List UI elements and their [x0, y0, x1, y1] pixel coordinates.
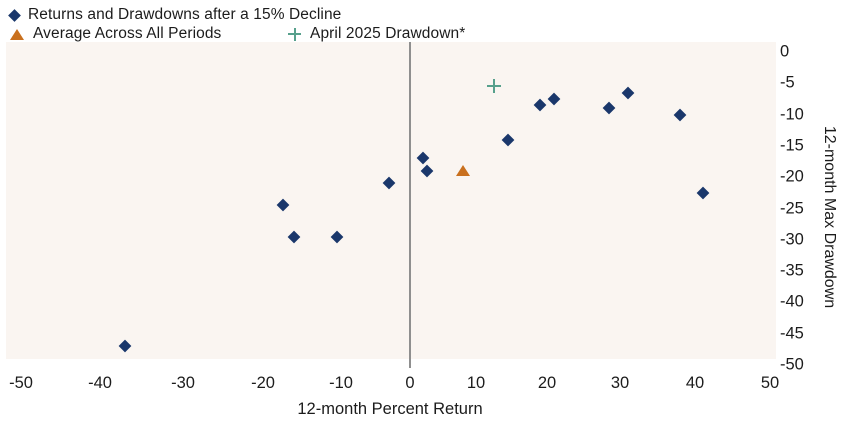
- legend-item-average: Average Across All Periods: [10, 25, 221, 43]
- x-tick-label: 0: [405, 374, 415, 392]
- x-tick-label: 30: [610, 374, 630, 392]
- x-axis-title: 12-month Percent Return: [297, 400, 483, 418]
- y-tick-label: 0: [780, 42, 790, 61]
- plus-marker-icon: [288, 27, 301, 41]
- x-tick-label: -10: [329, 374, 353, 392]
- x-tick-label: 40: [685, 374, 705, 392]
- data-point-plus: [486, 79, 501, 94]
- y-tick-label: -25: [780, 199, 804, 217]
- diamond-marker-icon: [8, 8, 21, 22]
- y-tick-label: -50: [780, 355, 804, 374]
- y-tick-label: -40: [780, 292, 804, 311]
- legend-label-returns-drawdowns: Returns and Drawdowns after a 15% Declin…: [28, 6, 342, 23]
- legend-label-april-2025: April 2025 Drawdown*: [310, 25, 466, 42]
- y-tick-label: -30: [780, 230, 804, 249]
- y-tick-label: -10: [780, 105, 804, 124]
- legend-label-average: Average Across All Periods: [33, 25, 222, 42]
- x-tick-label: 10: [466, 374, 486, 392]
- x-tick-label: -30: [171, 374, 195, 392]
- zero-reference-line: [409, 42, 411, 368]
- y-axis-title: 12-month Max Drawdown: [821, 125, 838, 309]
- triangle-marker-icon: [10, 28, 24, 40]
- y-tick-label: -5: [780, 73, 795, 92]
- legend-item-april-2025: April 2025 Drawdown*: [288, 25, 465, 43]
- data-point-triangle: [455, 164, 470, 176]
- x-tick-label: -40: [88, 374, 112, 392]
- y-tick-label: -35: [780, 261, 804, 280]
- plot-area: [6, 42, 776, 359]
- x-tick-label: -20: [251, 374, 275, 392]
- x-tick-label: -50: [9, 374, 33, 392]
- x-tick-label: 20: [537, 374, 557, 392]
- y-tick-label: -15: [780, 136, 804, 155]
- legend-item-returns-drawdowns: Returns and Drawdowns after a 15% Declin…: [8, 6, 342, 24]
- y-tick-label: -45: [780, 324, 804, 343]
- x-tick-label: 50: [760, 374, 780, 392]
- y-tick-label: -20: [780, 167, 804, 186]
